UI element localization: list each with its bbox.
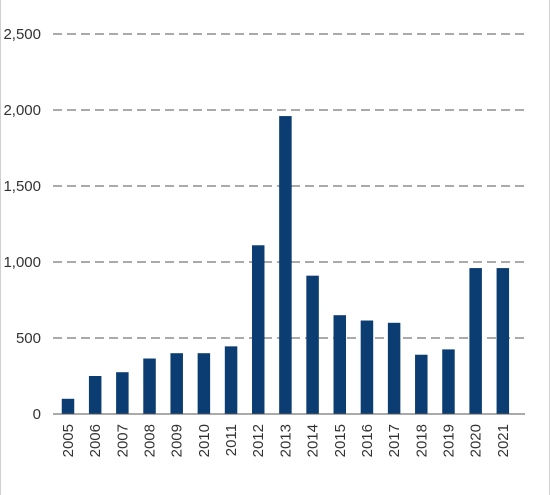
y-tick-label: 500 bbox=[16, 330, 41, 347]
bar-2020 bbox=[469, 268, 482, 414]
x-tick-label: 2020 bbox=[468, 424, 485, 457]
x-axis-tick-labels: 2005 2006 2007 2008 2009 2010 2011 2012 2013 2014… bbox=[60, 424, 512, 457]
bar-2012 bbox=[251, 245, 265, 414]
x-tick-label: 2012 bbox=[250, 424, 267, 457]
bar-2015 bbox=[333, 315, 347, 414]
y-axis-tick-labels: 0 500 1,000 1,500 2,000 2,500 bbox=[3, 26, 41, 423]
bar-2016 bbox=[360, 320, 374, 414]
x-tick-label: 2018 bbox=[413, 424, 430, 457]
x-tick-label: 2014 bbox=[305, 424, 322, 457]
bar-2019 bbox=[442, 349, 455, 414]
bar-2007 bbox=[116, 372, 129, 414]
x-tick-label: 2016 bbox=[359, 424, 376, 457]
y-tick-label: 0 bbox=[33, 406, 41, 423]
x-tick-label: 2011 bbox=[223, 424, 240, 456]
bar-2009 bbox=[170, 353, 183, 414]
x-tick-label: 2006 bbox=[87, 424, 104, 457]
y-tick-label: 1,500 bbox=[3, 178, 41, 195]
bar-2008 bbox=[143, 358, 156, 414]
bar-2017 bbox=[387, 322, 401, 414]
bar-2018 bbox=[415, 354, 428, 414]
x-tick-label: 2013 bbox=[277, 424, 294, 457]
x-tick-label: 2015 bbox=[332, 424, 349, 457]
x-tick-label: 2010 bbox=[196, 424, 213, 457]
x-tick-label: 2005 bbox=[60, 424, 77, 457]
bar-2011 bbox=[224, 346, 238, 414]
y-tick-label: 2,000 bbox=[3, 102, 41, 119]
y-tick-label: 1,000 bbox=[3, 254, 41, 271]
x-tick-label: 2019 bbox=[440, 424, 457, 457]
gridlines bbox=[53, 33, 525, 339]
bar-2021 bbox=[496, 268, 510, 414]
x-tick-label: 2017 bbox=[386, 424, 403, 457]
x-tick-label: 2008 bbox=[142, 424, 159, 457]
x-tick-label: 2007 bbox=[114, 424, 131, 457]
bar-2005 bbox=[61, 398, 75, 414]
x-tick-label: 2009 bbox=[169, 424, 186, 457]
y-tick-label: 2,500 bbox=[3, 26, 41, 43]
bar-2014 bbox=[306, 275, 319, 414]
bars bbox=[61, 116, 510, 414]
bar-2013 bbox=[279, 116, 292, 414]
x-tick-label: 2021 bbox=[495, 424, 512, 457]
bar-2010 bbox=[197, 353, 211, 414]
bar-2006 bbox=[88, 376, 102, 414]
